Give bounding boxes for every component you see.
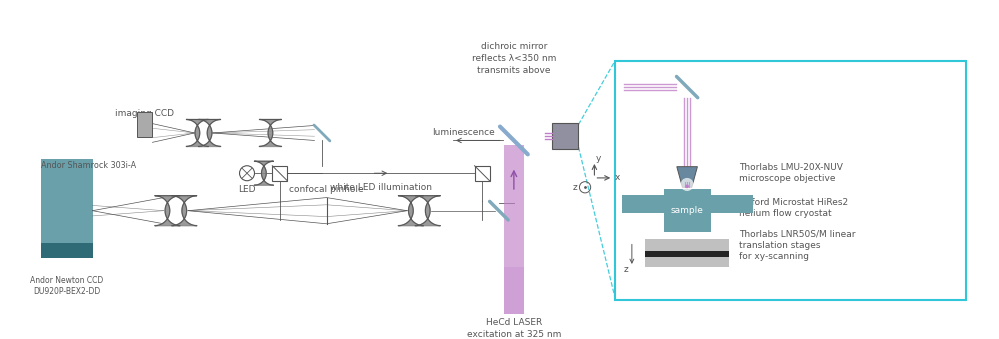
Circle shape [685, 184, 689, 188]
Bar [475, 166, 490, 181]
Polygon shape [186, 119, 209, 146]
Text: HeCd LASER
excitation at 325 nm: HeCd LASER excitation at 325 nm [467, 318, 561, 339]
Text: confocal pinhole: confocal pinhole [290, 185, 364, 194]
Text: z: z [572, 183, 577, 192]
Text: dichroic mirror
reflects λ<350 nm
transmits above: dichroic mirror reflects λ<350 nm transm… [472, 42, 556, 75]
Polygon shape [676, 167, 697, 187]
Polygon shape [254, 161, 274, 185]
Polygon shape [416, 196, 441, 226]
Bar [615, 61, 966, 300]
Text: x: x [615, 174, 620, 182]
Text: luminescence: luminescence [432, 128, 495, 137]
Bar [552, 123, 578, 149]
Text: y: y [595, 154, 600, 163]
Bar [138, 112, 153, 137]
Text: Oxford Microstat HiRes2
helium flow cryostat: Oxford Microstat HiRes2 helium flow cryo… [738, 198, 848, 218]
Text: white LED illumination: white LED illumination [330, 183, 432, 192]
Bar [41, 242, 93, 258]
Bar [645, 239, 729, 267]
Bar [273, 166, 288, 181]
Bar [503, 145, 524, 267]
Bar [41, 159, 93, 258]
Bar [663, 189, 710, 232]
Bar [621, 195, 752, 214]
Polygon shape [199, 119, 221, 146]
Circle shape [680, 178, 693, 191]
Text: Thorlabs LNR50S/M linear
translation stages
for xy-scanning: Thorlabs LNR50S/M linear translation sta… [738, 230, 855, 261]
Polygon shape [172, 196, 197, 226]
Bar [503, 267, 524, 314]
Polygon shape [155, 196, 180, 226]
Text: LED: LED [239, 185, 256, 194]
Text: Andor Shamrock 303i-A: Andor Shamrock 303i-A [41, 161, 136, 170]
Polygon shape [260, 119, 282, 146]
Text: sample: sample [670, 206, 703, 215]
Text: Andor Newton CCD
DU920P-BEX2-DD: Andor Newton CCD DU920P-BEX2-DD [30, 276, 103, 296]
Bar [645, 252, 729, 257]
Text: z: z [623, 265, 628, 274]
Text: imaging CCD: imaging CCD [116, 108, 175, 118]
Text: Thorlabs LMU-20X-NUV
microscope objective: Thorlabs LMU-20X-NUV microscope objectiv… [738, 163, 842, 183]
Polygon shape [399, 196, 424, 226]
